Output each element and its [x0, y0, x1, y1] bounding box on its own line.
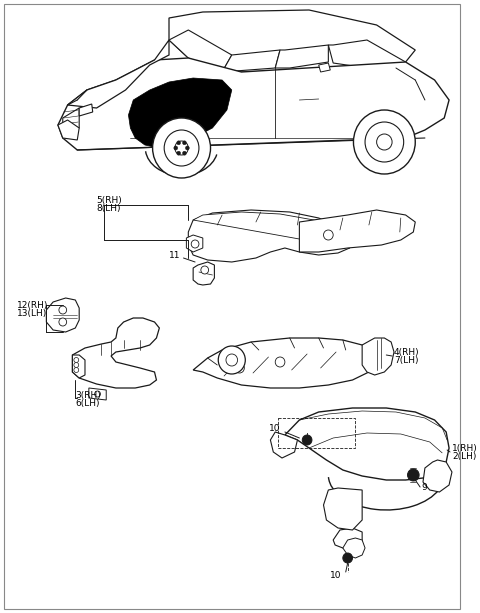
Polygon shape: [58, 120, 79, 140]
Circle shape: [226, 354, 238, 366]
Circle shape: [74, 368, 79, 373]
Text: 9: 9: [421, 482, 427, 492]
Circle shape: [175, 141, 188, 155]
Polygon shape: [188, 210, 352, 262]
Polygon shape: [285, 408, 449, 480]
Polygon shape: [193, 262, 215, 285]
Text: 13(LH): 13(LH): [17, 308, 48, 318]
Circle shape: [74, 362, 79, 368]
Bar: [278, 418, 355, 448]
Circle shape: [324, 230, 333, 240]
Polygon shape: [343, 538, 365, 558]
Circle shape: [365, 122, 404, 162]
Polygon shape: [72, 355, 85, 378]
Text: 10: 10: [268, 424, 280, 433]
Circle shape: [95, 391, 100, 397]
Polygon shape: [362, 338, 394, 375]
Circle shape: [353, 110, 415, 174]
Polygon shape: [193, 212, 349, 248]
Polygon shape: [423, 460, 452, 492]
Circle shape: [59, 318, 67, 326]
Circle shape: [218, 346, 245, 374]
Text: 8(LH): 8(LH): [96, 204, 121, 213]
Polygon shape: [222, 50, 280, 72]
Circle shape: [377, 134, 392, 150]
Circle shape: [182, 141, 186, 145]
Circle shape: [182, 151, 186, 155]
Circle shape: [302, 435, 312, 445]
Polygon shape: [270, 432, 298, 458]
Circle shape: [235, 363, 244, 373]
Circle shape: [174, 146, 178, 150]
Circle shape: [74, 357, 79, 362]
Polygon shape: [63, 108, 79, 132]
Polygon shape: [275, 45, 328, 68]
Polygon shape: [324, 488, 362, 530]
Text: 4(RH): 4(RH): [394, 348, 420, 357]
Polygon shape: [319, 63, 330, 72]
Polygon shape: [169, 30, 232, 72]
Text: 11: 11: [169, 251, 180, 259]
Circle shape: [185, 146, 189, 150]
Polygon shape: [333, 528, 362, 550]
Text: 6(LH): 6(LH): [75, 398, 100, 408]
Text: 1(RH): 1(RH): [452, 443, 478, 452]
Circle shape: [201, 266, 209, 274]
Polygon shape: [169, 10, 415, 72]
Circle shape: [153, 118, 211, 178]
Circle shape: [191, 240, 199, 248]
Polygon shape: [47, 298, 79, 332]
Text: 5(RH): 5(RH): [96, 196, 122, 205]
Polygon shape: [300, 210, 415, 252]
Polygon shape: [89, 388, 106, 400]
Text: 10: 10: [330, 571, 342, 579]
Polygon shape: [193, 338, 375, 388]
Polygon shape: [72, 318, 159, 388]
Circle shape: [275, 357, 285, 367]
Circle shape: [177, 141, 180, 145]
Polygon shape: [79, 104, 93, 116]
Text: 2(LH): 2(LH): [452, 452, 476, 460]
Circle shape: [408, 469, 419, 481]
Circle shape: [343, 553, 352, 563]
Circle shape: [164, 130, 199, 166]
Polygon shape: [186, 235, 203, 252]
Polygon shape: [328, 40, 406, 68]
Text: 7(LH): 7(LH): [394, 356, 419, 365]
Circle shape: [59, 306, 67, 314]
Polygon shape: [129, 78, 232, 148]
Polygon shape: [58, 58, 449, 150]
Text: 12(RH): 12(RH): [17, 300, 49, 310]
Polygon shape: [68, 40, 169, 108]
Circle shape: [177, 151, 180, 155]
Text: 3(RH): 3(RH): [75, 390, 101, 400]
